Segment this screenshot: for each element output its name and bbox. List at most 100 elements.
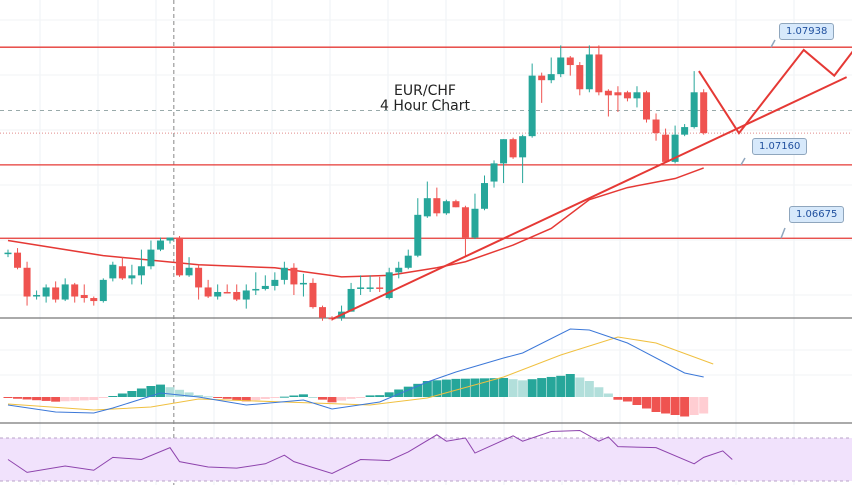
macd-histogram-bar: [584, 381, 594, 397]
candle-body: [423, 198, 431, 217]
macd-histogram-bar: [613, 397, 623, 400]
candle-body: [585, 54, 593, 90]
macd-histogram-bar: [13, 397, 23, 399]
projection-zigzag: [698, 48, 852, 135]
macd-histogram-bar: [365, 395, 375, 397]
rsi-band: [0, 438, 852, 481]
macd-histogram-bar: [518, 380, 528, 397]
candle-body: [252, 288, 260, 291]
rsi-line: [7, 429, 733, 475]
candle-body: [461, 207, 469, 238]
candle-body: [242, 290, 250, 300]
candle-body: [538, 75, 546, 81]
candle-body: [290, 267, 298, 285]
macd-histogram-bar: [432, 380, 442, 397]
macd-histogram-bar: [279, 396, 289, 398]
macd-histogram-bar: [184, 392, 194, 397]
candle-body: [261, 285, 269, 289]
candle-body: [52, 287, 60, 300]
macd-line: [7, 328, 704, 414]
level-label-pointer: [740, 157, 746, 166]
candle-body: [595, 54, 603, 93]
macd-histogram-bar: [356, 397, 366, 398]
candle-body: [61, 284, 69, 300]
macd-histogram-bar: [603, 393, 613, 397]
macd-histogram-bar: [32, 397, 42, 401]
macd-histogram-bar: [537, 378, 547, 397]
macd-signal-line: [7, 336, 714, 411]
level-label-pointer: [780, 227, 786, 239]
candle-body: [299, 282, 307, 285]
candle-body: [271, 279, 279, 286]
macd-histogram-bar: [489, 378, 499, 397]
candle-body: [690, 92, 698, 128]
macd-histogram-bar: [527, 379, 537, 397]
macd-histogram-bar: [546, 376, 556, 397]
level-label-2[interactable]: 1.07160: [752, 138, 808, 155]
macd-histogram-bar: [441, 379, 451, 397]
macd-histogram-bar: [60, 397, 70, 402]
macd-histogram-bar: [165, 387, 175, 397]
candle-body: [452, 201, 460, 208]
candle-body: [147, 249, 155, 267]
candle-body: [519, 136, 527, 158]
candle-body: [23, 267, 31, 297]
macd-histogram-bar: [575, 377, 585, 397]
candle-body: [118, 266, 126, 279]
candle-body: [442, 201, 450, 214]
candle-body: [385, 272, 393, 299]
candle-body: [566, 57, 574, 66]
candle-body: [414, 214, 422, 256]
macd-histogram-bar: [632, 397, 642, 405]
chart-title: EUR/CHF 4 Hour Chart: [360, 84, 490, 114]
macd-histogram-bar: [422, 381, 432, 397]
candle-body: [14, 252, 22, 268]
candle-body: [528, 75, 536, 137]
macd-histogram-bar: [327, 397, 337, 403]
level-label-pointer: [770, 39, 776, 48]
candle-body: [671, 134, 679, 162]
candle-body: [42, 287, 50, 297]
candle-body: [156, 240, 164, 250]
macd-histogram-bar: [136, 388, 146, 397]
candle-body: [33, 295, 41, 297]
candle-body: [500, 139, 508, 164]
macd-histogram-bar: [127, 391, 137, 397]
macd-histogram-bar: [346, 397, 356, 399]
macd-histogram-bar: [194, 395, 204, 397]
macd-histogram-bar: [413, 383, 423, 397]
candle-body: [309, 282, 317, 308]
candle-body: [347, 288, 355, 312]
candle-body: [80, 295, 88, 299]
candle-body: [4, 252, 12, 255]
candle-body: [633, 92, 641, 99]
macd-histogram-bar: [222, 397, 232, 399]
candle-body: [366, 287, 374, 289]
macd-histogram-bar: [117, 393, 127, 397]
macd-histogram-bar: [651, 397, 661, 412]
macd-histogram-bar: [3, 397, 13, 398]
level-label-1[interactable]: 1.07938: [779, 23, 835, 40]
macd-histogram-bar: [565, 374, 575, 397]
macd-histogram-bar: [375, 395, 385, 397]
candle-body: [166, 237, 174, 241]
candle-body: [643, 92, 651, 120]
candle-body: [614, 92, 622, 96]
candle-body: [214, 291, 222, 297]
macd-histogram-bar: [680, 397, 690, 417]
macd-histogram-bar: [22, 397, 32, 400]
macd-histogram-bar: [146, 386, 156, 397]
macd-histogram-bar: [308, 397, 318, 398]
candle-body: [376, 287, 384, 289]
macd-histogram-bar: [451, 378, 461, 397]
candle-body: [195, 267, 203, 288]
macd-histogram-bar: [203, 396, 213, 398]
macd-histogram-bar: [403, 386, 413, 397]
candle-body: [681, 127, 689, 135]
macd-histogram-bar: [470, 378, 480, 397]
candle-body: [547, 74, 555, 81]
level-label-3[interactable]: 1.06675: [789, 206, 845, 223]
candle-body: [490, 163, 498, 182]
macd-histogram-bar: [317, 397, 327, 400]
